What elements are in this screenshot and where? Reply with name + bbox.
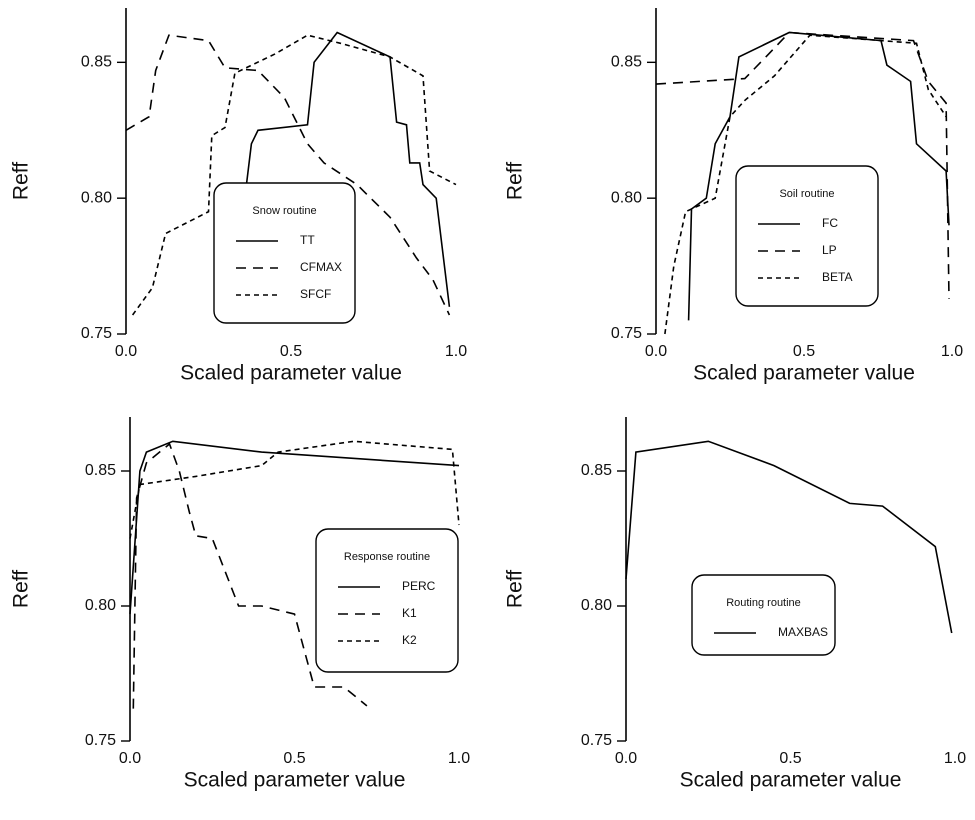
series-line — [687, 31, 950, 321]
legend-label: BETA — [822, 270, 852, 284]
series-line — [129, 440, 460, 539]
x-tick-label: 0.5 — [779, 750, 801, 767]
x-tick-label: 0.0 — [115, 343, 137, 360]
x-tick-label: 0.5 — [283, 750, 305, 767]
legend-label: MAXBAS — [778, 625, 828, 639]
legend-label: K2 — [402, 633, 417, 647]
legend-title: Response routine — [344, 551, 430, 563]
y-axis-label: Reff — [10, 570, 33, 608]
y-axis-label: Reff — [504, 570, 527, 608]
series-line — [132, 442, 368, 709]
y-tick-label: 0.80 — [85, 597, 116, 614]
y-tick-label: 0.85 — [611, 54, 642, 71]
series-line — [240, 31, 451, 307]
x-axis-label: Scaled parameter value — [180, 362, 402, 385]
x-tick-label: 0.0 — [615, 750, 637, 767]
legend-box — [213, 182, 356, 324]
x-tick-label: 0.0 — [645, 343, 667, 360]
series-line — [125, 34, 451, 316]
y-tick-label: 0.80 — [81, 189, 112, 206]
y-axis-label: Reff — [504, 162, 527, 200]
legend-title: Snow routine — [252, 205, 316, 217]
y-tick-label: 0.75 — [581, 732, 612, 749]
x-axis-label: Scaled parameter value — [184, 769, 406, 792]
y-axis-label: Reff — [10, 162, 33, 200]
series-line — [129, 440, 460, 615]
x-axis-label: Scaled parameter value — [680, 769, 902, 792]
y-tick-label: 0.75 — [85, 732, 116, 749]
x-tick-label: 1.0 — [448, 750, 470, 767]
legend-label: PERC — [402, 579, 436, 593]
legend-title: Routing routine — [726, 597, 801, 609]
series-line — [664, 34, 947, 335]
legend-label: SFCF — [300, 287, 331, 301]
y-tick-label: 0.75 — [611, 325, 642, 342]
legend-box — [735, 165, 879, 307]
legend-label: TT — [300, 233, 315, 247]
legend-box — [315, 528, 459, 673]
legend-box — [691, 574, 836, 656]
legend-title: Soil routine — [779, 188, 834, 200]
x-tick-label: 0.5 — [280, 343, 302, 360]
x-tick-label: 1.0 — [941, 343, 963, 360]
y-tick-label: 0.85 — [81, 54, 112, 71]
y-tick-label: 0.80 — [581, 597, 612, 614]
y-tick-label: 0.75 — [81, 325, 112, 342]
x-tick-label: 1.0 — [944, 750, 966, 767]
y-tick-label: 0.85 — [581, 462, 612, 479]
series-line — [131, 34, 457, 316]
y-tick-label: 0.80 — [611, 189, 642, 206]
y-tick-label: 0.85 — [85, 462, 116, 479]
x-tick-label: 0.0 — [119, 750, 141, 767]
series-line — [655, 31, 950, 299]
legend-label: FC — [822, 216, 838, 230]
legend-label: LP — [822, 243, 837, 257]
x-axis-label: Scaled parameter value — [693, 362, 915, 385]
series-line — [625, 440, 953, 634]
x-tick-label: 1.0 — [445, 343, 467, 360]
legend-label: K1 — [402, 606, 417, 620]
x-tick-label: 0.5 — [793, 343, 815, 360]
legend-label: CFMAX — [300, 260, 342, 274]
